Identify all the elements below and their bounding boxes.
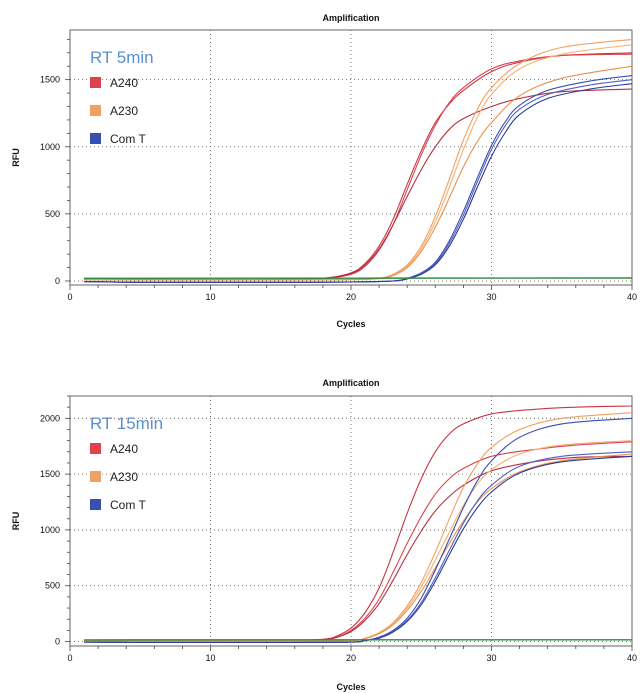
x-axis-title: Cycles [336,319,365,329]
y-tick-label: 1000 [40,525,60,535]
legend-label: A230 [110,104,138,118]
legend-label: A240 [110,76,138,90]
x-axis-title: Cycles [336,682,365,692]
amplification-chart-rt5: Amplification 0 10 20 30 40 0 500 1000 1500 Cycles… [0,0,642,340]
x-tick-label: 10 [205,653,215,663]
run-label: RT 5min [90,48,154,67]
y-tick-label: 500 [45,209,60,219]
y-tick-label: 0 [55,276,60,286]
y-tick-label: 1500 [40,469,60,479]
y-tick-label: 0 [55,637,60,647]
x-tick-label: 20 [346,292,356,302]
series-line-com-t [83,455,633,643]
run-label: RT 15min [90,414,163,433]
y-tick-label: 1000 [40,142,60,152]
x-tick-label: 40 [627,653,637,663]
legend-swatch [90,499,101,510]
chart-title: Amplification [322,13,379,23]
x-tick-label: 30 [486,292,496,302]
x-tick-label: 20 [346,653,356,663]
chart-title: Amplification [322,378,379,388]
y-tick-label: 1500 [40,75,60,85]
chart-svg: Amplification 0 10 20 30 40 0 500 1000 1500 Cycles… [11,13,637,329]
y-axis-title: RFU [11,512,21,531]
series-line-a230 [83,453,633,642]
y-axis-title: RFU [11,148,21,167]
legend-swatch [90,105,101,116]
legend-label: Com T [110,498,146,512]
x-tick-label: 30 [486,653,496,663]
legend-label: A240 [110,442,138,456]
y-tick-label: 2000 [40,413,60,423]
series-line-a230 [83,65,633,281]
legend-swatch [90,471,101,482]
x-tick-label: 0 [67,653,72,663]
amplification-chart-rt15: Amplification 0 10 20 30 40 0 500 1000 1500 2000 Cy… [0,366,642,693]
legend-label: Com T [110,132,146,146]
chart-svg: Amplification 0 10 20 30 40 0 500 1000 1500 2000 Cy… [11,378,637,692]
x-tick-label: 10 [205,292,215,302]
legend-swatch [90,133,101,144]
legend-swatch [90,77,101,88]
y-tick-label: 500 [45,581,60,591]
legend-label: A230 [110,470,138,484]
legend-swatch [90,443,101,454]
series-line-com-t [83,83,633,283]
x-tick-label: 0 [67,292,72,302]
x-tick-label: 40 [627,292,637,302]
